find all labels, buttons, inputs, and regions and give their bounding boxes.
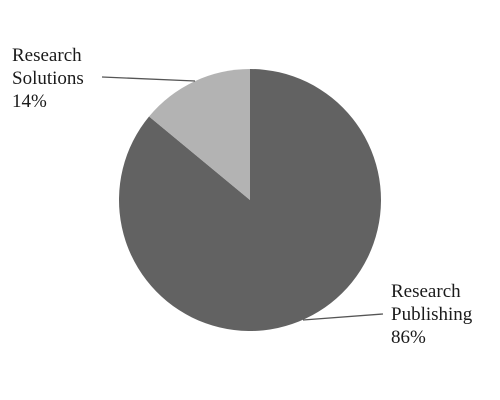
slice-value-label: 86% xyxy=(391,327,426,348)
leader-line xyxy=(101,76,196,82)
slice-value-label: 14% xyxy=(12,91,47,112)
slice-category-label: Research xyxy=(12,45,82,66)
slice-category-label: Publishing xyxy=(391,304,473,325)
slice-category-label: Solutions xyxy=(12,68,84,89)
leader-line xyxy=(302,313,384,321)
slice-category-label: Research xyxy=(391,281,461,302)
pie-slice-research-solutions xyxy=(149,69,250,200)
